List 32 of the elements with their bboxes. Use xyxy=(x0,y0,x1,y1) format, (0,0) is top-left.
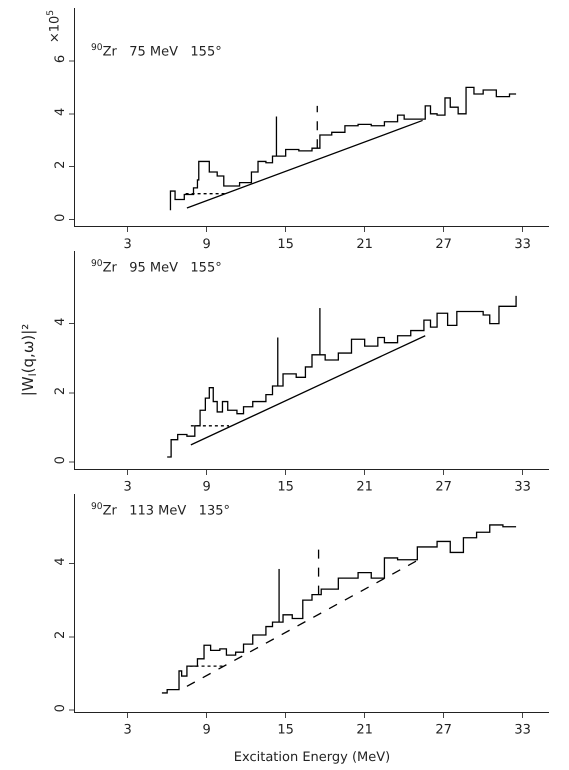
y-tick-label: 2 xyxy=(52,386,68,396)
x-tick-label: 27 xyxy=(435,722,452,738)
x-tick-label: 9 xyxy=(202,236,211,252)
y-tick-label: 0 xyxy=(52,456,68,464)
x-tick-label: 21 xyxy=(356,480,373,495)
x-tick-label: 33 xyxy=(514,236,531,252)
x-tick-label: 33 xyxy=(514,480,531,495)
annotation: $^{90}$Zr 113 MeV 135° xyxy=(91,502,230,518)
y-tick-label: 0 xyxy=(52,704,68,712)
y-tick-label: 2 xyxy=(52,630,68,639)
x-tick-label: 15 xyxy=(277,236,294,252)
y-tick-label: 4 xyxy=(52,108,68,116)
x-tick-label: 33 xyxy=(514,722,531,738)
y-tick-label: 4 xyxy=(52,318,68,326)
x-tick-label: 15 xyxy=(277,480,294,495)
x-tick-label: 9 xyxy=(202,480,211,495)
x-tick-label: 3 xyxy=(124,480,132,495)
annotation: $^{90}$Zr 75 MeV 155° xyxy=(91,43,222,60)
x-tick-label: 27 xyxy=(435,480,452,495)
x-axis-title: Excitation Energy (MeV) xyxy=(234,750,390,766)
x-tick-label: 15 xyxy=(277,722,294,738)
x-tick-label: 3 xyxy=(124,722,132,738)
y-tick-label: 4 xyxy=(52,557,68,566)
x-tick-label: 21 xyxy=(356,722,373,738)
y-tick-label: 0 xyxy=(52,214,68,222)
x-tick-label: 21 xyxy=(356,236,373,252)
y-tick-label: 2 xyxy=(52,160,68,169)
y-tick-label: 6 xyxy=(52,54,68,64)
annotation: $^{90}$Zr 95 MeV 155° xyxy=(91,259,222,276)
x-tick-label: 3 xyxy=(124,236,132,252)
x-tick-label: 9 xyxy=(202,722,211,738)
x-tick-label: 27 xyxy=(435,236,452,252)
